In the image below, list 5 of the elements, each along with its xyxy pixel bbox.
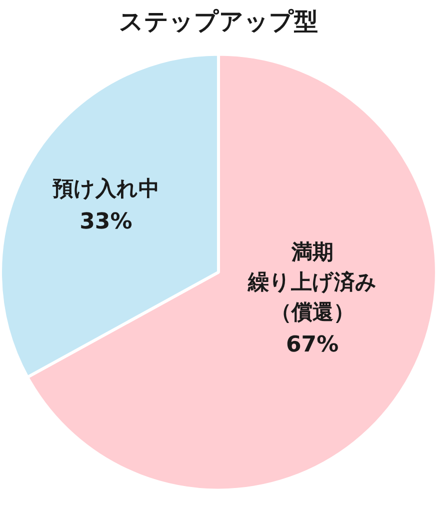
- data-label: 67%: [286, 332, 339, 358]
- slice-label: 預け入れ中: [51, 176, 160, 200]
- chart-title: ステップアップ型: [119, 8, 318, 36]
- slice-label: 満期繰り上げ済み（償還）: [246, 240, 377, 324]
- data-label: 33%: [80, 209, 132, 234]
